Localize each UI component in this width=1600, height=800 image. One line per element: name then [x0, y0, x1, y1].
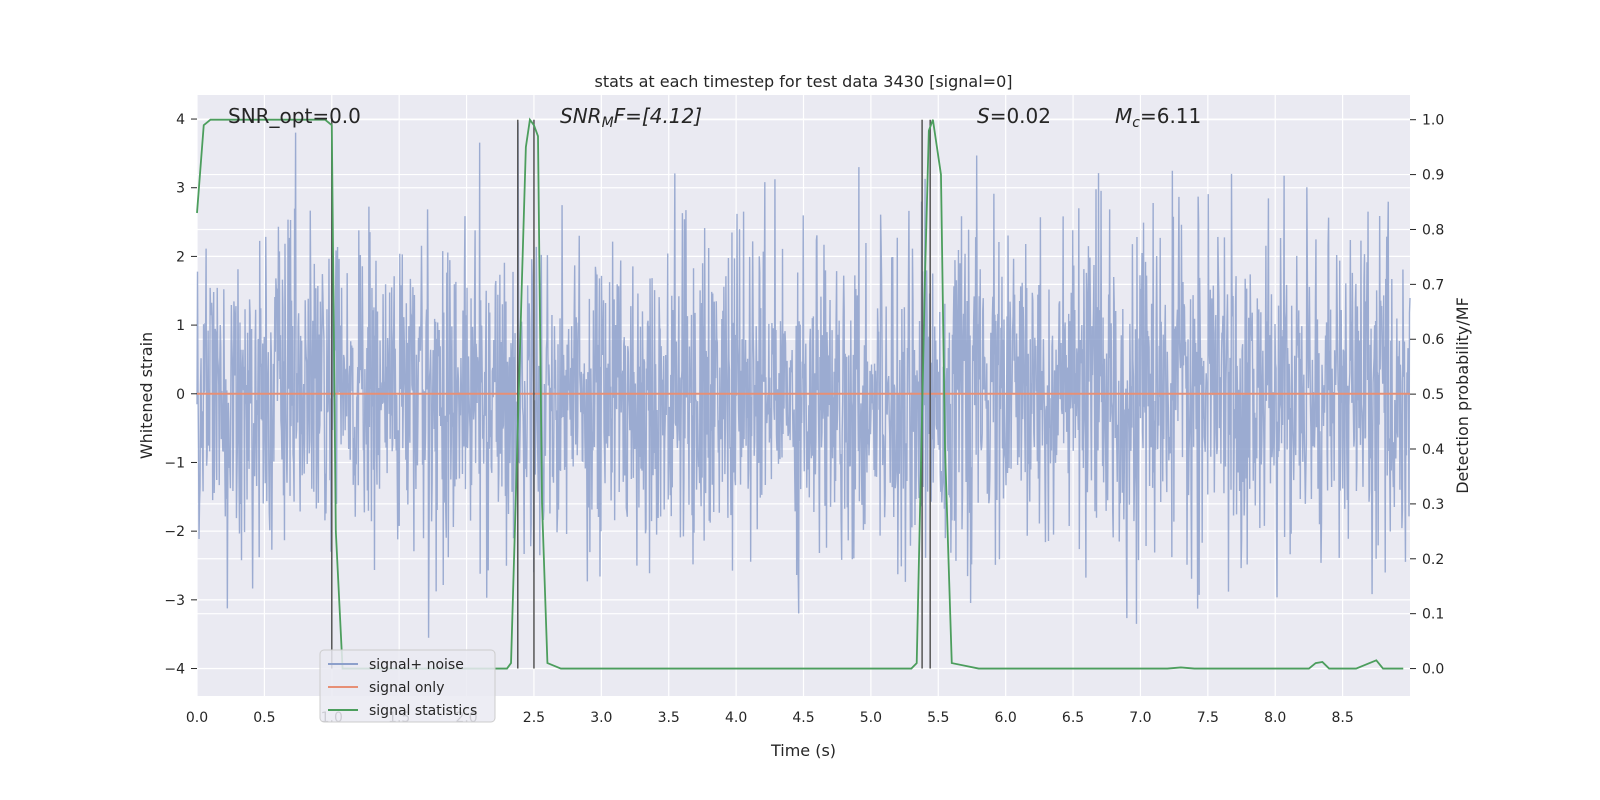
y-axis-left-label: Whitened strain: [137, 332, 156, 459]
y-left-tick-label: −2: [164, 524, 185, 540]
x-tick-label: 8.5: [1331, 710, 1353, 726]
annotation-s-main: S: [977, 104, 990, 128]
y-right-tick-label: 0.4: [1422, 442, 1444, 458]
x-tick-label: 6.5: [1062, 710, 1084, 726]
x-tick-label: 7.5: [1197, 710, 1219, 726]
y-right-tick-label: 0.5: [1422, 387, 1444, 403]
y-axis-right-label: Detection probability/MF: [1453, 297, 1472, 494]
y-right-tick-label: 0.6: [1422, 332, 1444, 348]
y-left-tick-label: −4: [164, 662, 185, 678]
x-tick-label: 4.5: [792, 710, 814, 726]
y-left-tick-label: −3: [164, 593, 185, 609]
annotation-mc: Mc=6.11: [1115, 104, 1201, 131]
x-axis-label: Time (s): [770, 741, 836, 760]
y-left-tick-label: −1: [164, 455, 185, 471]
annotation-snr-mf-main: SNR: [560, 104, 602, 128]
y-right-tick-label: 0.1: [1422, 607, 1444, 623]
x-tick-label: 2.5: [523, 710, 545, 726]
signal-statistics-series: [196, 117, 1404, 670]
x-tick-label: 6.0: [995, 710, 1017, 726]
signal-noise-line: [196, 122, 1411, 638]
y-left-tick-label: 1: [176, 318, 185, 334]
y-right-tick-label: 0.8: [1422, 222, 1444, 238]
y-left-tick-label: 3: [176, 181, 185, 197]
x-tick-label: 8.0: [1264, 710, 1286, 726]
x-tick-label: 3.0: [590, 710, 612, 726]
legend-label: signal only: [369, 680, 444, 696]
chart-title: stats at each timestep for test data 343…: [594, 72, 1012, 91]
x-tick-label: 7.0: [1129, 710, 1151, 726]
y-axis-left-ticks: 4 3 2 1 0 −1 −2 −3 −4: [164, 112, 197, 678]
annotation-mc-main: M: [1115, 104, 1132, 128]
y-right-tick-label: 0.9: [1422, 168, 1444, 184]
legend-label: signal+ noise: [369, 657, 464, 673]
y-right-tick-label: 0.0: [1422, 662, 1444, 678]
y-left-tick-label: 4: [176, 112, 185, 128]
annotation-snr-mf: SNRMF=[4.12]: [560, 104, 702, 131]
annotation-snr-opt: SNR_opt=0.0: [228, 104, 361, 128]
y-right-tick-label: 0.3: [1422, 497, 1444, 513]
y-right-tick-label: 1.0: [1422, 113, 1444, 129]
annotation-snr-mf-sub: M: [602, 115, 614, 131]
legend: signal+ noise signal only signal statistic…: [319, 649, 496, 723]
annotation-s: S=0.02: [977, 104, 1051, 128]
x-tick-label: 0.5: [253, 710, 275, 726]
legend-label: signal statistics: [369, 703, 477, 719]
y-left-tick-label: 2: [176, 249, 185, 265]
x-tick-label: 5.5: [927, 710, 949, 726]
annotation-mc-sub: c: [1132, 115, 1140, 131]
annotation-mc-rest: =6.11: [1140, 104, 1201, 128]
y-right-tick-label: 0.2: [1422, 552, 1444, 568]
x-tick-label: 0.0: [186, 710, 208, 726]
x-tick-label: 3.5: [658, 710, 680, 726]
annotation-s-rest: =0.02: [990, 104, 1051, 128]
signal-statistics-line: [196, 117, 1404, 670]
signal-noise-series: [196, 122, 1411, 638]
y-left-tick-label: 0: [176, 387, 185, 403]
y-right-tick-label: 0.7: [1422, 277, 1444, 293]
annotation-snr-mf-rest: F=[4.12]: [614, 104, 702, 128]
x-tick-label: 4.0: [725, 710, 747, 726]
y-axis-right-ticks: 1.0 0.9 0.8 0.7 0.6 0.5 0.4 0.3 0.2 0.1 0.0: [1410, 113, 1444, 678]
legend-box: [319, 649, 496, 723]
x-tick-label: 5.0: [860, 710, 882, 726]
